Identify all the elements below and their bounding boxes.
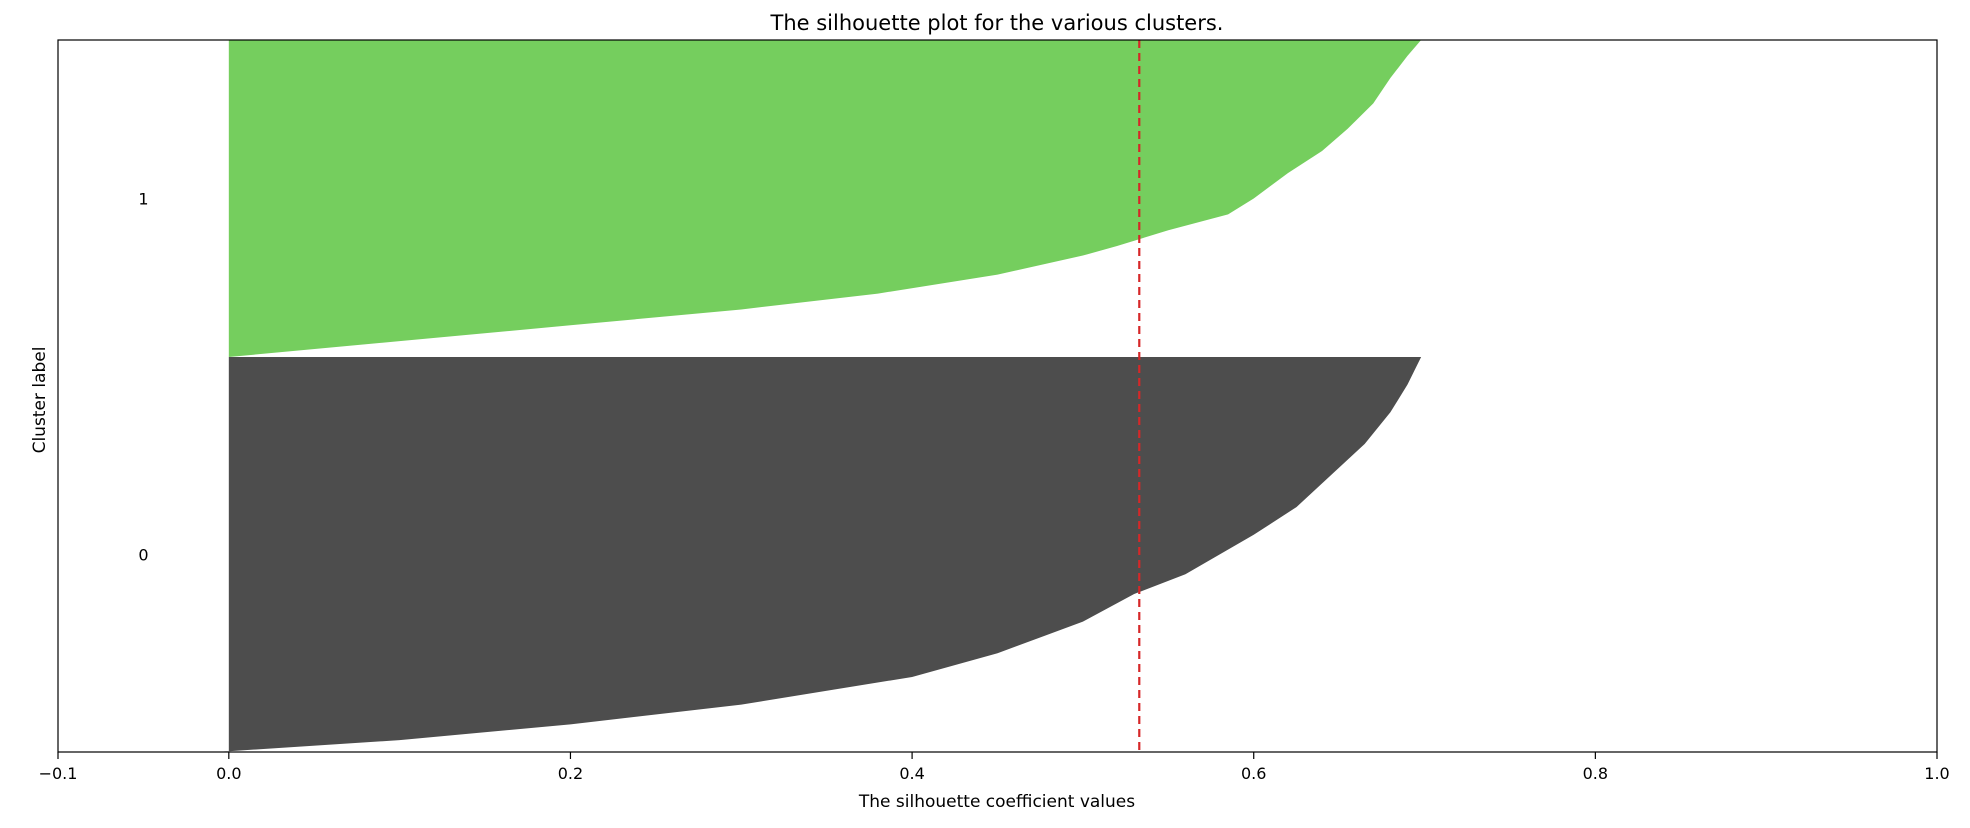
cluster-1-silhouette: [228, 40, 1422, 357]
axes-frame: [57, 39, 1938, 753]
x-tick-label: 0.0: [216, 764, 241, 783]
x-tick-label: 1.0: [1924, 764, 1949, 783]
x-tick-label: 0.6: [1241, 764, 1266, 783]
cluster-label-0: 0: [138, 546, 148, 565]
x-tick-label: 0.8: [1583, 764, 1608, 783]
y-axis-label: Cluster label: [30, 347, 50, 454]
cluster-0-silhouette: [211, 357, 1422, 752]
x-tick-label: 0.2: [558, 764, 583, 783]
plot-area: 0 1 −0.1 0.0 0.2 0.4 0.6 0.8 1.0: [39, 39, 1950, 783]
x-tick-label: −0.1: [39, 764, 78, 783]
x-axis-label: The silhouette coefficient values: [858, 792, 1135, 812]
chart-title: The silhouette plot for the various clus…: [770, 11, 1224, 35]
x-tick-label: 0.4: [899, 764, 924, 783]
cluster-label-1: 1: [138, 190, 148, 209]
